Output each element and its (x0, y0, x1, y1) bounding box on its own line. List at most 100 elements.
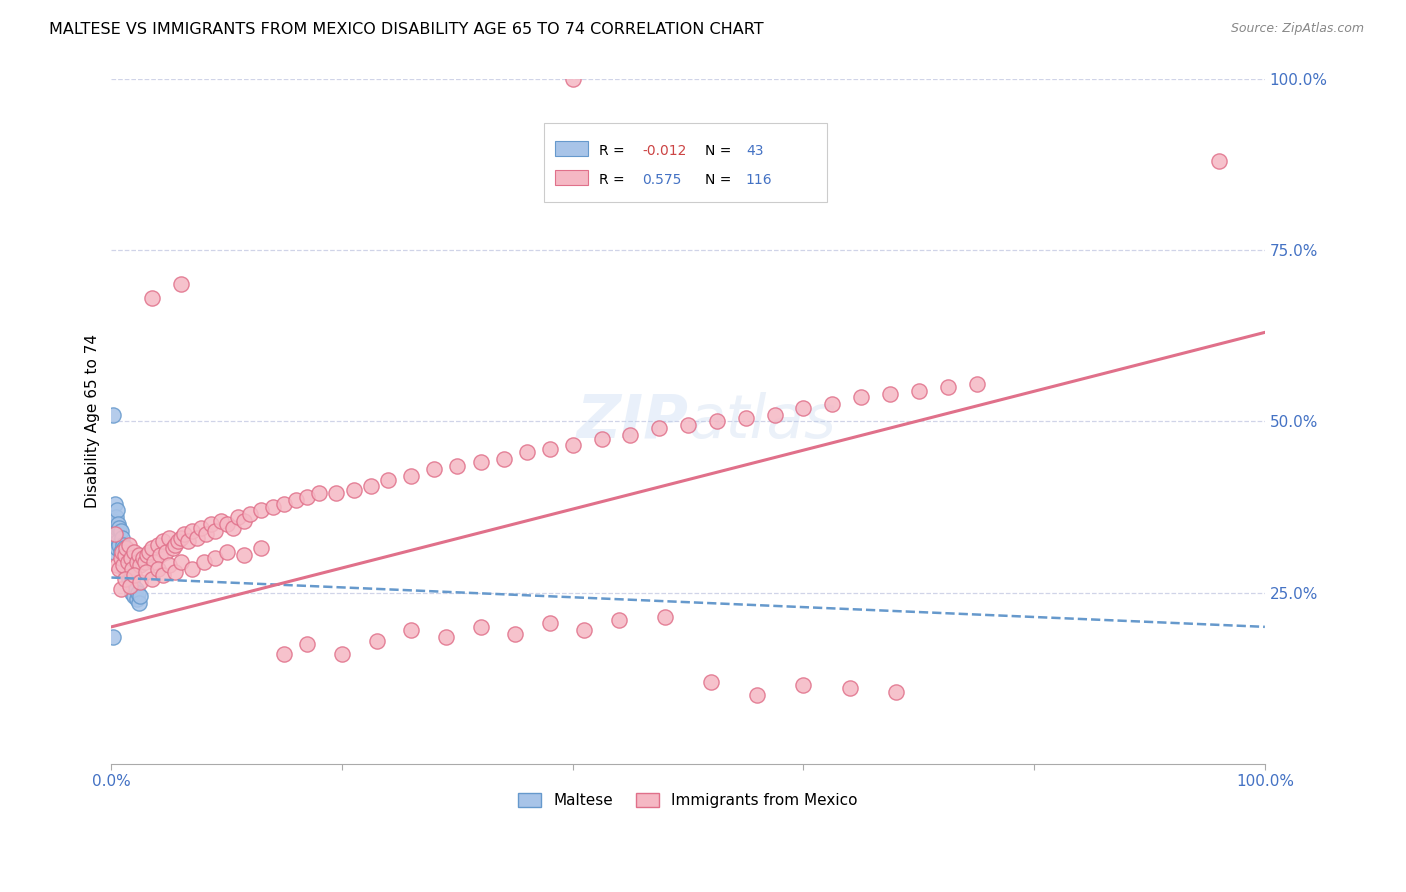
Point (122, 579, 145, 593)
Point (120, 551, 142, 566)
Point (250, 503, 273, 517)
Text: ZIP: ZIP (576, 392, 688, 450)
Point (700, 674, 723, 689)
Point (879, 387, 901, 401)
Point (190, 520, 212, 534)
Point (128, 596, 150, 610)
Point (125, 555, 148, 569)
Point (104, 527, 127, 541)
Point (117, 558, 139, 573)
Point (325, 486, 347, 500)
Point (401, 624, 423, 638)
Point (360, 479, 382, 493)
Point (141, 572, 163, 586)
Point (101, 514, 124, 528)
Point (157, 558, 180, 573)
Point (155, 544, 177, 558)
Point (763, 408, 786, 422)
Point (118, 538, 141, 552)
Point (366, 633, 388, 648)
Point (143, 555, 166, 569)
Point (127, 585, 149, 599)
Point (114, 572, 136, 586)
Point (169, 277, 191, 292)
Point (152, 568, 174, 582)
Point (121, 585, 143, 599)
Point (1208, 154, 1230, 169)
Point (125, 592, 148, 607)
Point (101, 630, 124, 644)
Point (108, 561, 131, 575)
Point (401, 469, 423, 483)
Point (104, 497, 127, 511)
Point (110, 551, 132, 566)
Point (111, 544, 134, 558)
Point (110, 544, 132, 558)
Point (343, 483, 366, 497)
Point (538, 616, 561, 631)
Point (163, 538, 186, 552)
Point (111, 548, 134, 562)
Point (470, 455, 492, 469)
Point (105, 503, 128, 517)
Point (101, 408, 124, 422)
Text: atlas: atlas (688, 392, 837, 450)
Point (470, 620, 492, 634)
Point (117, 555, 139, 569)
Bar (544, 123, 827, 202)
Point (193, 555, 215, 569)
Legend: Maltese, Immigrants from Mexico: Maltese, Immigrants from Mexico (512, 787, 863, 814)
Point (105, 510, 128, 524)
Point (124, 589, 146, 603)
Point (110, 524, 132, 538)
Point (118, 565, 141, 579)
Bar (555, 169, 588, 186)
Point (200, 517, 222, 532)
Point (262, 500, 284, 514)
Text: N =: N = (706, 144, 731, 158)
Point (186, 531, 208, 545)
Point (135, 565, 157, 579)
Point (118, 579, 141, 593)
Text: 43: 43 (745, 144, 763, 158)
Point (297, 637, 319, 651)
Point (128, 548, 150, 562)
Point (591, 432, 613, 446)
Point (215, 517, 238, 532)
Point (181, 524, 204, 538)
Text: Source: ZipAtlas.com: Source: ZipAtlas.com (1230, 22, 1364, 36)
Point (273, 647, 295, 661)
Point (111, 558, 134, 573)
Point (141, 291, 163, 305)
Point (492, 452, 515, 467)
Point (110, 582, 132, 597)
Text: MALTESE VS IMMIGRANTS FROM MEXICO DISABILITY AGE 65 TO 74 CORRELATION CHART: MALTESE VS IMMIGRANTS FROM MEXICO DISABI… (49, 22, 763, 37)
Point (124, 544, 146, 558)
Point (619, 428, 641, 442)
Text: R =: R = (599, 173, 624, 186)
Point (121, 561, 143, 575)
Text: 0.575: 0.575 (643, 173, 682, 186)
Point (936, 380, 959, 394)
Point (141, 541, 163, 555)
Point (297, 490, 319, 504)
Point (233, 548, 256, 562)
Point (163, 565, 186, 579)
Point (105, 520, 128, 534)
Point (105, 541, 128, 555)
Point (434, 630, 457, 644)
Point (239, 507, 262, 521)
Point (221, 520, 243, 534)
Point (908, 384, 931, 398)
Point (676, 417, 699, 432)
Point (129, 558, 152, 573)
Point (136, 548, 159, 562)
Point (129, 575, 152, 590)
Point (108, 520, 131, 534)
Point (273, 497, 295, 511)
Point (561, 72, 583, 87)
Point (377, 473, 399, 487)
Point (285, 493, 308, 508)
Point (215, 544, 238, 558)
Point (129, 589, 152, 603)
